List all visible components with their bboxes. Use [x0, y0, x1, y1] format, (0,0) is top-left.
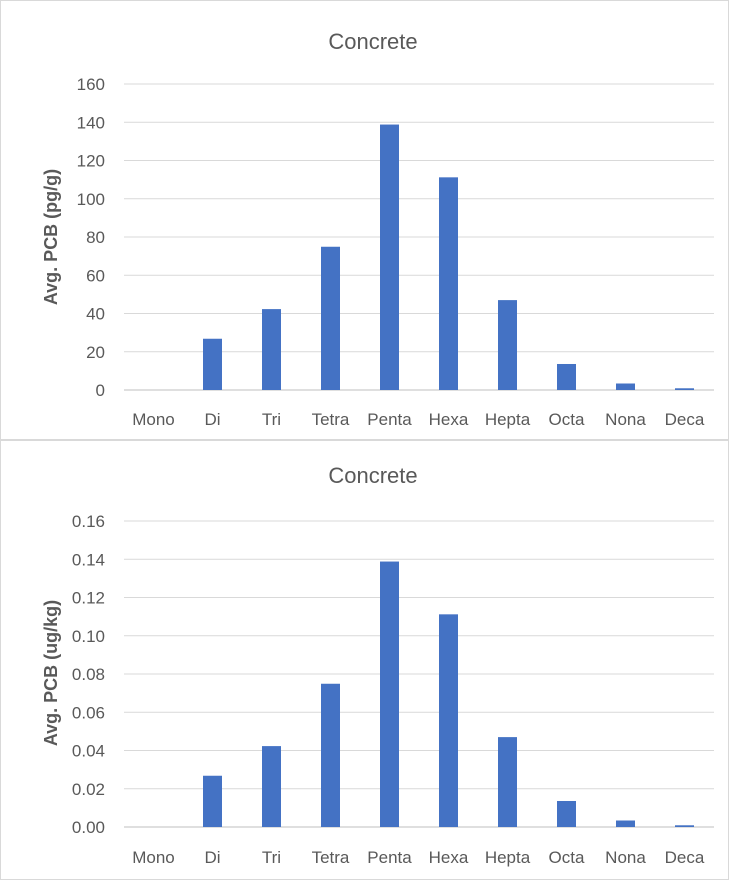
y-tick-label: 0.10 [72, 627, 105, 646]
x-tick-labels: Mono Di Tri Tetra Penta Hexa Hepta Octa Nona Deca [132, 848, 705, 867]
y-tick-label: 100 [77, 190, 105, 209]
y-tick-label: 0.00 [72, 818, 105, 837]
bar-octa [557, 800, 576, 827]
y-tick-label: 80 [86, 228, 105, 247]
x-tick-label: Tetra [312, 410, 350, 429]
x-tick-label: Hexa [429, 848, 469, 867]
y-tick-label: 0.14 [72, 550, 105, 569]
x-tick-label: Mono [132, 848, 175, 867]
bar-penta [380, 561, 399, 827]
chart-title: Concrete [328, 463, 417, 488]
y-axis-label: Avg. PCB (ug/kg) [41, 600, 61, 746]
x-tick-label: Hepta [485, 848, 531, 867]
x-tick-label: Tetra [312, 848, 350, 867]
y-tick-label: 0.06 [72, 703, 105, 722]
y-tick-label: 0.02 [72, 780, 105, 799]
y-tick-label: 140 [77, 113, 105, 132]
bar-nona [616, 820, 635, 827]
y-tick-label: 0.12 [72, 589, 105, 608]
chart-panel-bottom: Concrete Avg. PCB (ug/kg) 0.00 0.02 0.04 0.… [0, 440, 729, 880]
x-tick-label: Nona [605, 410, 646, 429]
y-tick-label: 20 [86, 343, 105, 362]
bar-hexa [439, 177, 458, 390]
bar-tri [262, 309, 281, 390]
chart-top: Concrete Avg. PCB (pg/g) 0 20 40 60 80 100 120… [41, 29, 714, 429]
x-tick-label: Tri [262, 848, 281, 867]
gridlines [124, 83, 714, 391]
bar-nona [616, 383, 635, 390]
y-axis-label: Avg. PCB (pg/g) [41, 169, 61, 305]
y-tick-label: 0.04 [72, 742, 105, 761]
x-tick-labels: Mono Di Tri Tetra Penta Hexa Hepta Octa Nona Deca [132, 410, 705, 429]
chart-bottom: Concrete Avg. PCB (ug/kg) 0.000.020.040.… [41, 463, 714, 867]
y-tick-label: 160 [77, 75, 105, 94]
bar-di [203, 338, 222, 390]
y-tick-label: 0.08 [72, 665, 105, 684]
y-tick-label: 40 [86, 305, 105, 324]
bar-tri [262, 746, 281, 827]
chart-panel-top: Concrete Avg. PCB (pg/g) 0 20 40 60 80 100 120… [0, 0, 729, 440]
y-tick-labels: 0 20 40 60 80 100 120 140 160 [77, 75, 105, 400]
gridlines [124, 520, 714, 828]
bar-deca [675, 388, 694, 390]
x-tick-label: Nona [605, 848, 646, 867]
bars [203, 561, 694, 827]
bar-penta [380, 124, 399, 391]
x-tick-label: Penta [367, 848, 412, 867]
x-tick-label: Deca [665, 848, 705, 867]
y-tick-label: 0.16 [72, 512, 105, 531]
x-tick-label: Hepta [485, 410, 531, 429]
bar-octa [557, 363, 576, 390]
bar-hepta [498, 737, 517, 827]
x-tick-label: Mono [132, 410, 175, 429]
bar-hexa [439, 614, 458, 827]
x-tick-label: Di [204, 848, 220, 867]
bar-tetra [321, 683, 340, 827]
bar-hepta [498, 300, 517, 390]
bars [203, 124, 694, 391]
y-tick-labels: 0.00 0.02 0.04 0.06 0.08 0.10 0.12 0.14 0.16 [72, 512, 105, 837]
y-tick-label: 60 [86, 266, 105, 285]
x-tick-label: Octa [549, 410, 585, 429]
bar-di [203, 775, 222, 827]
x-tick-label: Tri [262, 410, 281, 429]
y-tick-label: 0 [96, 381, 105, 400]
x-tick-label: Di [204, 410, 220, 429]
x-tick-label: Hexa [429, 410, 469, 429]
x-tick-label: Deca [665, 410, 705, 429]
chart-title: Concrete [328, 29, 417, 54]
y-tick-label: 120 [77, 152, 105, 171]
x-tick-label: Penta [367, 410, 412, 429]
bar-tetra [321, 246, 340, 390]
x-tick-label: Octa [549, 848, 585, 867]
bar-deca [675, 825, 694, 827]
